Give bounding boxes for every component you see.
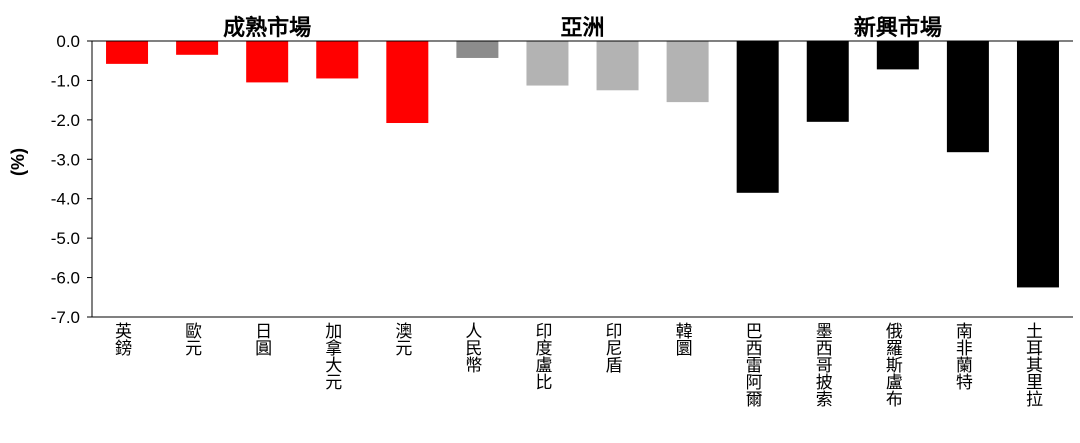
- x-tick-label: 印尼盾: [602, 322, 623, 373]
- x-tick-label: 南非蘭特: [952, 322, 973, 390]
- y-tick-label: -3.0: [51, 150, 80, 169]
- x-tick-label: 巴西雷阿爾: [742, 322, 763, 407]
- bar: [736, 41, 779, 193]
- bar: [946, 41, 989, 153]
- bar: [386, 41, 429, 124]
- bar: [1016, 41, 1059, 288]
- x-tick-label: 澳元: [391, 322, 412, 356]
- y-axis: 0.0 -1.0 -2.0 -3.0 -4.0 -5.0 -6.0 -7.0: [51, 32, 93, 327]
- y-tick-label: -6.0: [51, 269, 80, 288]
- bar: [596, 41, 639, 91]
- y-axis-title: (%): [8, 148, 28, 176]
- y-tick-label: -5.0: [51, 229, 80, 248]
- bar: [176, 41, 219, 55]
- y-tick-label: -7.0: [51, 308, 80, 327]
- group-label: 成熟市場: [223, 15, 311, 41]
- y-tick-label: 0.0: [56, 32, 80, 51]
- group-label: 亞洲: [560, 16, 604, 41]
- y-tick-label: -1.0: [51, 71, 80, 90]
- bar: [246, 41, 289, 83]
- group-label: 新興市場: [854, 15, 942, 41]
- x-tick-label: 墨西哥披索: [812, 322, 833, 407]
- group-labels: 成熟市場 亞洲 新興市場: [223, 15, 942, 41]
- bar: [666, 41, 709, 103]
- x-tick-label: 土耳其里拉: [1022, 322, 1043, 408]
- y-tick-label: -2.0: [51, 111, 80, 130]
- x-tick-label: 日圓: [251, 322, 271, 356]
- x-tick-label: 加拿大元: [321, 322, 342, 390]
- x-tick-label: 英鎊: [111, 322, 131, 357]
- x-axis: 英鎊 歐元 日圓 加拿大元 澳元 人民幣 印度盧比 印尼盾 韓圜 巴西雷阿爾 墨西哥披索 俄羅斯盧布 南…: [92, 316, 1073, 408]
- x-tick-label: 歐元: [181, 322, 202, 356]
- bar: [456, 41, 499, 58]
- bar: [106, 41, 149, 64]
- x-tick-label: 俄羅斯盧布: [882, 322, 903, 407]
- bars: [92, 40, 1073, 288]
- x-tick-label: 韓圜: [672, 322, 693, 356]
- bar: [526, 41, 569, 86]
- bar: [806, 41, 849, 122]
- y-tick-label: -4.0: [51, 190, 80, 209]
- bar: [876, 41, 919, 70]
- x-tick-label: 印度盧比: [531, 322, 552, 390]
- x-tick-label: 人民幣: [461, 322, 482, 373]
- bar: [316, 41, 359, 79]
